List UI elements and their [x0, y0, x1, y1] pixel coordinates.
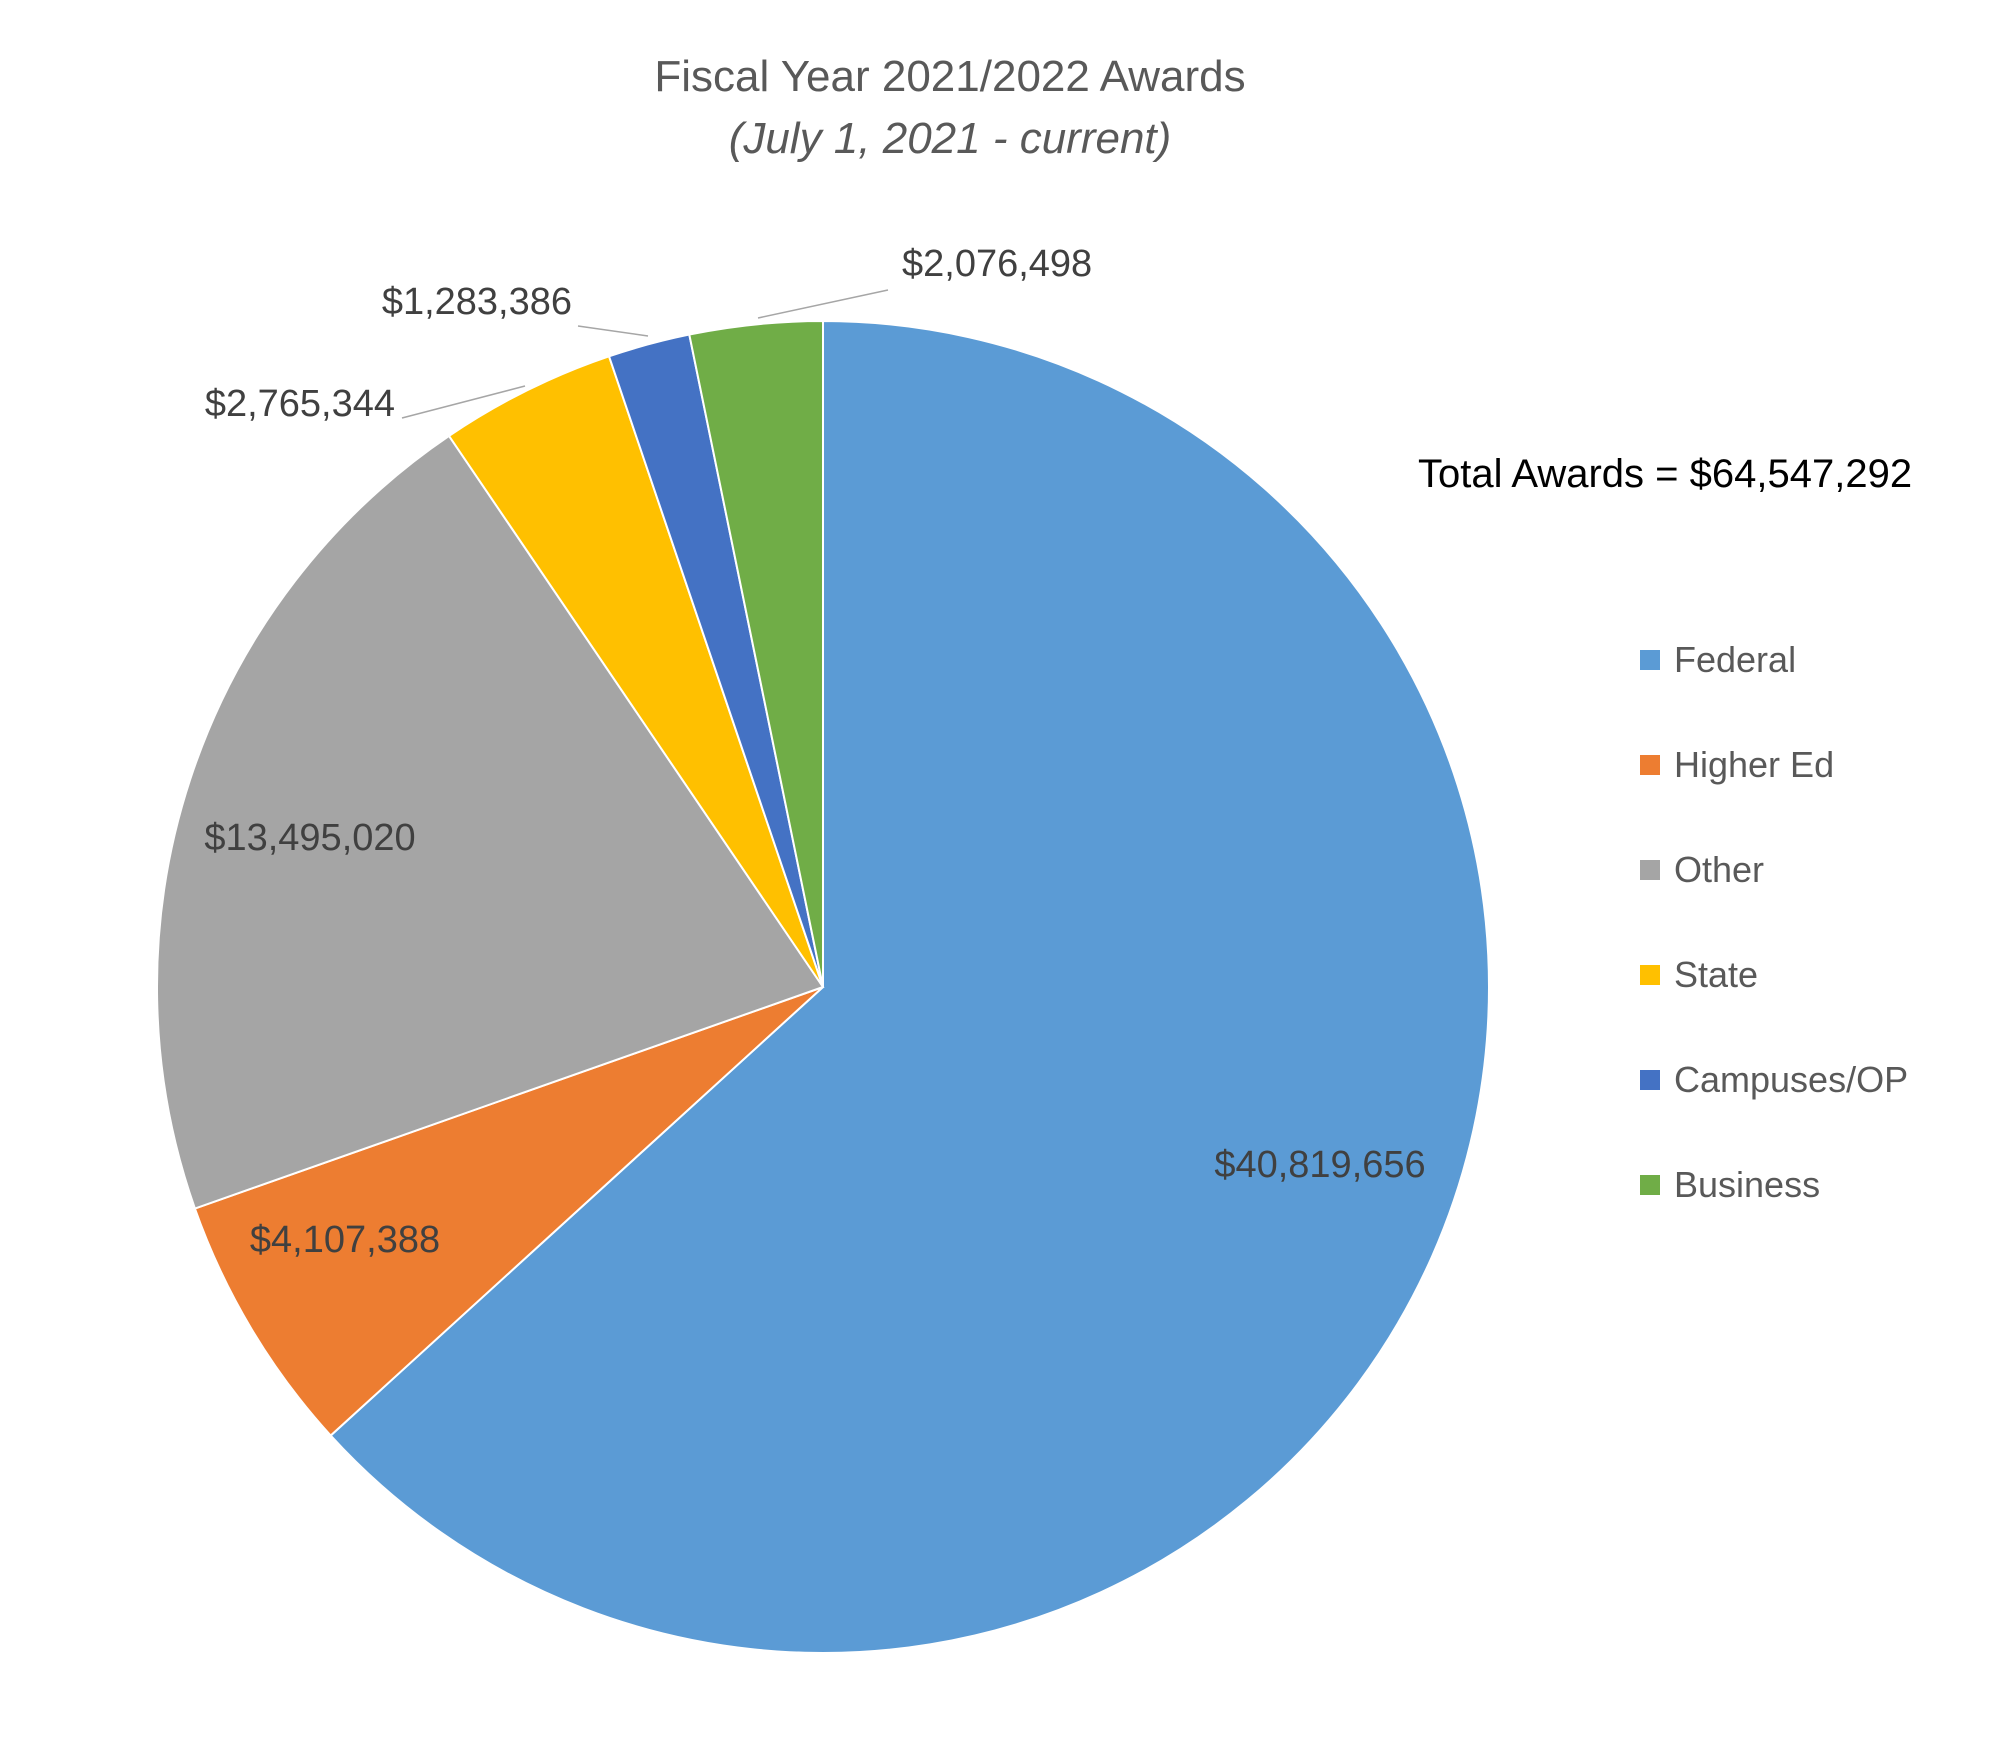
- legend-item-higher-ed: Higher Ed: [1640, 744, 1835, 785]
- legend-swatch: [1640, 755, 1660, 775]
- legend-swatch: [1640, 1070, 1660, 1090]
- pie-slice-business: [688, 319, 824, 988]
- total-awards-annotation: Total Awards = $64,547,292: [1418, 452, 1913, 496]
- data-label-federal: $40,819,656: [1214, 1144, 1425, 1186]
- chart-subtitle: (July 1, 2021 - current): [728, 114, 1172, 163]
- data-label-campuses-op: $1,283,386: [382, 281, 572, 323]
- pie-slice-higher-ed: [193, 986, 824, 1437]
- data-label-other: $13,495,020: [204, 817, 415, 859]
- legend-label: Business: [1674, 1164, 1821, 1205]
- data-label-state: $2,765,344: [205, 383, 395, 425]
- legend-swatch: [1640, 860, 1660, 880]
- leader-line-state: [401, 385, 526, 419]
- legend-item-other: Other: [1640, 849, 1765, 890]
- leader-line-campuses-op: [577, 325, 649, 337]
- legend-label: State: [1674, 954, 1759, 995]
- legend-label: Other: [1674, 849, 1765, 890]
- legend-label: Higher Ed: [1674, 744, 1835, 785]
- legend-item-campuses-op: Campuses/OP: [1640, 1059, 1909, 1100]
- legend-label: Campuses/OP: [1674, 1059, 1909, 1100]
- legend-item-business: Business: [1640, 1164, 1821, 1205]
- pie-slice-other: [156, 434, 825, 1210]
- legend-label: Federal: [1674, 639, 1797, 680]
- chart-title: Fiscal Year 2021/2022 Awards: [654, 52, 1246, 101]
- data-label-business: $2,076,498: [902, 243, 1092, 285]
- legend-swatch: [1640, 650, 1660, 670]
- legend-item-state: State: [1640, 954, 1759, 995]
- legend-item-federal: Federal: [1640, 639, 1797, 680]
- data-label-higher-ed: $4,107,388: [250, 1219, 440, 1261]
- legend-swatch: [1640, 1175, 1660, 1195]
- pie-slice-state: [447, 355, 824, 988]
- legend-swatch: [1640, 965, 1660, 985]
- leader-line-business: [757, 289, 889, 319]
- pie-slice-federal: [329, 319, 1490, 1654]
